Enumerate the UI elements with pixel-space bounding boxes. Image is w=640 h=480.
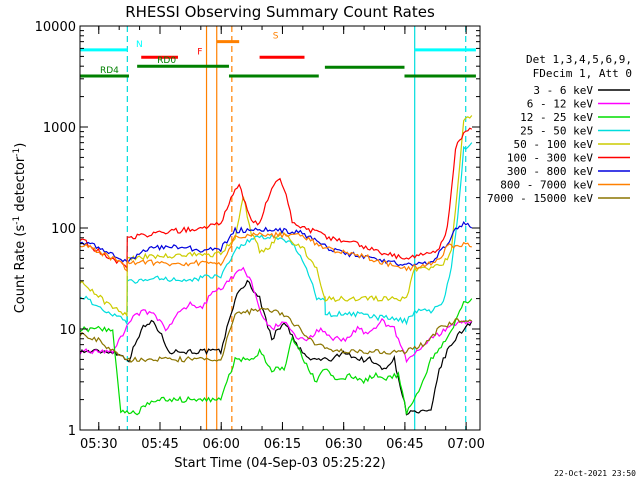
x-tick-label-7: 07:00 [447, 437, 484, 452]
series-line-9 [79, 307, 473, 364]
flag-label-rd0: RD0 [157, 56, 176, 66]
timestamp-annotation: 22-Oct-2021 23:50 [554, 469, 636, 478]
y-tick-label-1: 1 [68, 424, 76, 439]
chart-axes: 05:30 05:45 06:00 06:15 06:30 06:45 07:00 1 10 10… [35, 20, 485, 452]
flag-label-f: F [197, 47, 202, 57]
x-tick-label-3: 06:00 [202, 437, 239, 452]
legend-label-2: 6 - 12 keV [527, 98, 594, 111]
series-line-2 [79, 266, 473, 364]
y-tick-label-5: 10000 [35, 20, 76, 35]
legend-header-line-1: Det 1,3,4,5,6,9, [526, 53, 632, 66]
y-tick-label-3: 100 [51, 222, 76, 237]
legend-label-9: 7000 - 15000 keV [487, 192, 593, 205]
legend-label-8: 800 - 7000 keV [500, 179, 593, 192]
x-tick-label-2: 05:45 [141, 437, 178, 452]
x-tick-label-5: 06:30 [325, 437, 362, 452]
legend-label-5: 50 - 100 keV [514, 138, 594, 151]
flag-label-s: S [273, 32, 279, 42]
chart-title: RHESSI Observing Summary Count Rates [125, 3, 435, 21]
x-axis-label: Start Time (04-Sep-03 05:25:22) [174, 456, 385, 471]
legend-label-4: 25 - 50 keV [520, 125, 593, 138]
x-tick-label-1: 05:30 [80, 437, 117, 452]
legend-label-7: 300 - 800 keV [507, 165, 593, 178]
series-line-6 [79, 127, 473, 270]
y-tick-label-4: 1000 [43, 121, 76, 136]
flag-label-rd4: RD4 [100, 66, 119, 76]
series-line-3 [79, 298, 473, 416]
chart-marks: N S F RD0 RD4 [79, 26, 476, 430]
y-axis-label: Count Rate (s-1 detector-1) [12, 143, 28, 314]
series-line-7 [79, 220, 473, 267]
series-line-5 [79, 115, 473, 318]
series-line-8 [79, 231, 472, 272]
legend-header-line-2: FDecim 1, Att 0 [533, 67, 632, 80]
x-tick-label-4: 06:15 [264, 437, 301, 452]
legend-label-6: 100 - 300 keV [507, 152, 593, 165]
flag-label-n: N [136, 40, 143, 50]
legend-label-1: 3 - 6 keV [533, 84, 593, 97]
legend-label-3: 12 - 25 keV [520, 111, 593, 124]
series-line-1 [79, 279, 473, 416]
y-tick-label-2: 10 [59, 323, 76, 338]
x-tick-label-6: 06:45 [386, 437, 423, 452]
